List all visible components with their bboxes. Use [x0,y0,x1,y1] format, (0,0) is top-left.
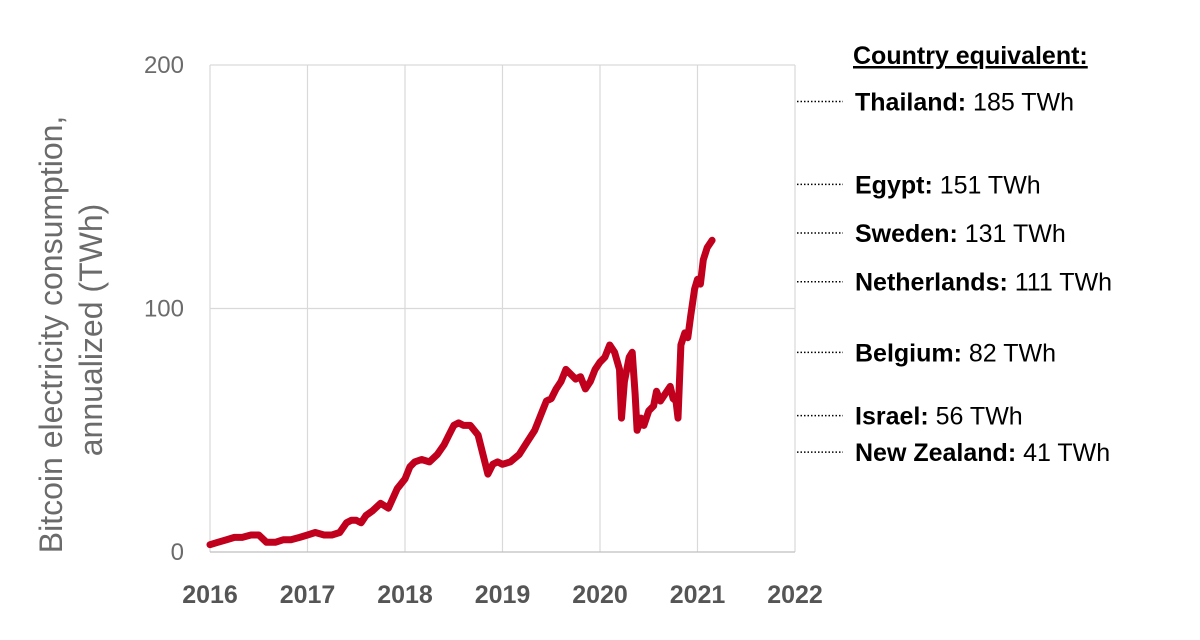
series-line [206,236,716,549]
series-line-group [206,236,716,549]
country-equivalent-item: Netherlands: 111 TWh [797,269,1112,297]
country-equivalent-list: Thailand: 185 TWh Egypt: 151 TWh Sweden: 1… [797,89,1112,467]
x-tick-label: 2020 [572,581,628,609]
country-label: Israel: 56 TWh [855,403,1023,431]
country-name: Thailand: [855,89,966,117]
country-equivalent-item: Egypt: 151 TWh [797,171,1041,199]
country-equivalent-item: Thailand: 185 TWh [797,89,1074,117]
country-twh-value: 111 TWh [1008,269,1112,297]
country-label: Sweden: 131 TWh [855,220,1066,248]
x-tick-label: 2016 [182,581,238,609]
y-tick-label: 200 [144,52,184,79]
country-twh-value: 185 TWh [966,89,1074,117]
x-tick-label: 2022 [767,581,823,609]
country-twh-value: 82 TWh [962,339,1056,367]
country-equivalent-item: Israel: 56 TWh [797,403,1023,431]
country-equivalent-item: New Zealand: 41 TWh [797,439,1110,467]
country-label: Netherlands: 111 TWh [855,269,1112,297]
country-twh-value: 56 TWh [929,403,1023,431]
country-twh-value: 131 TWh [958,220,1066,248]
y-tick-label: 0 [171,539,184,566]
y-tick-label: 100 [144,296,184,323]
country-equivalent-item: Sweden: 131 TWh [797,220,1066,248]
x-tick-label: 2019 [475,581,531,609]
country-name: Israel: [855,403,929,431]
y-axis-ticks: 0 100 200 [144,52,184,566]
country-equivalent-item: Belgium: 82 TWh [797,339,1056,367]
country-name: Belgium: [855,339,962,367]
x-tick-label: 2017 [280,581,336,609]
x-tick-label: 2018 [377,581,433,609]
country-label: Thailand: 185 TWh [855,89,1074,117]
country-legend-title: Country equivalent: [853,42,1088,70]
y-axis-label-line-1: Bitcoin electricity consumption, [33,116,69,554]
country-name: New Zealand: [855,439,1016,467]
country-name: Netherlands: [855,269,1008,297]
country-label: Egypt: 151 TWh [855,171,1041,199]
country-name: Sweden: [855,220,958,248]
grid [209,64,796,553]
country-twh-value: 151 TWh [933,171,1041,199]
x-axis-ticks: 2016 2017 2018 2019 2020 2021 2022 [182,581,823,609]
country-label: Belgium: 82 TWh [855,339,1056,367]
x-tick-label: 2021 [670,581,726,609]
country-name: Egypt: [855,171,933,199]
y-axis-label-line-2: annualized (TWh) [73,204,109,457]
y-axis-label: Bitcoin electricity consumption, annuali… [33,107,109,553]
country-twh-value: 41 TWh [1016,439,1110,467]
country-label: New Zealand: 41 TWh [855,439,1110,467]
